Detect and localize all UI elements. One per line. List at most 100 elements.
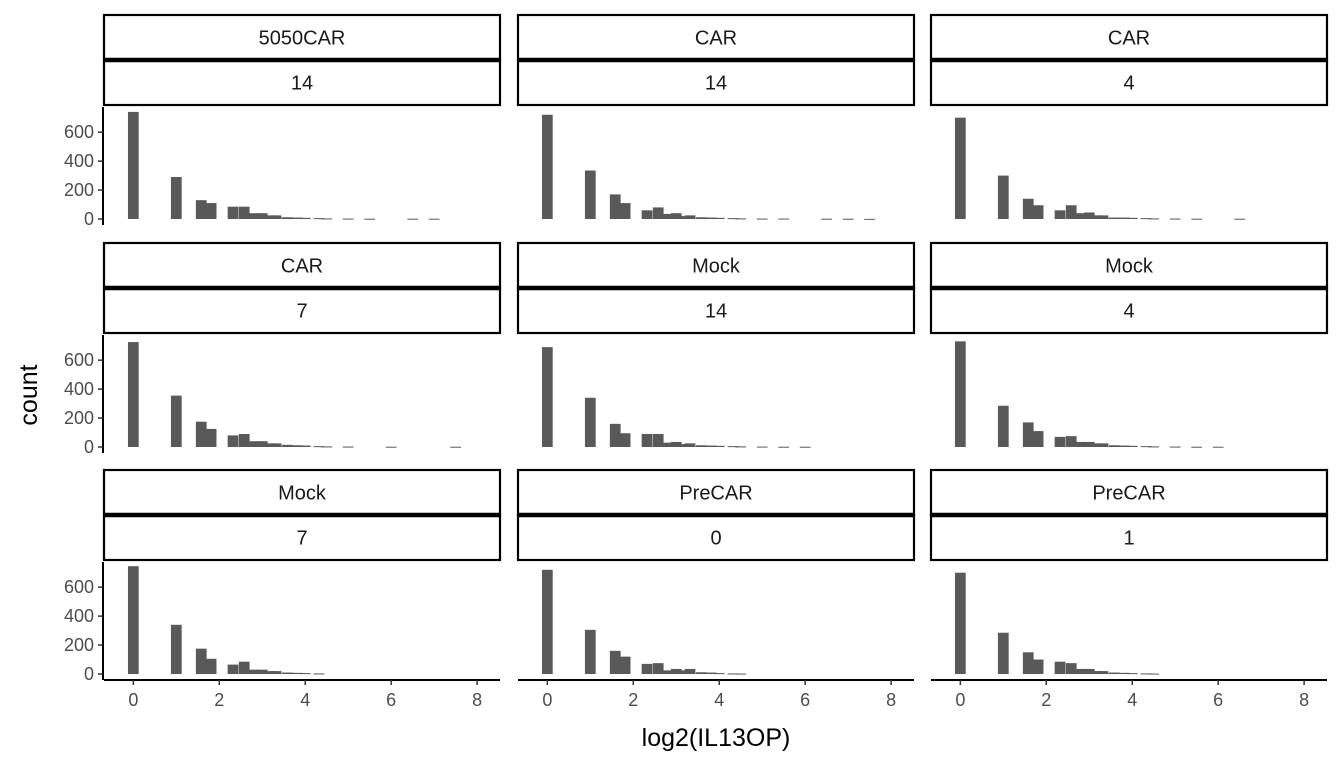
histogram-bar [1065, 436, 1077, 447]
facet-strip-day [516, 286, 916, 335]
histogram-bar [1065, 205, 1077, 219]
histogram-bar [1091, 443, 1102, 447]
histogram-bar [652, 207, 664, 219]
histogram-bar [641, 663, 653, 674]
histogram-bar [954, 341, 966, 447]
histogram-bar [662, 213, 674, 219]
histogram-bar [313, 673, 325, 675]
y-tick-label: 200 [64, 180, 94, 200]
histogram-bar [799, 446, 811, 448]
histogram-bar [1032, 205, 1044, 219]
histogram-bar [127, 566, 139, 674]
facet-strip-group-label: Mock [278, 483, 327, 505]
histogram-bar [1032, 659, 1044, 674]
histogram-bar [619, 656, 631, 674]
facet-strip-day-label: 0 [710, 528, 721, 550]
histogram-bar [195, 421, 207, 447]
histogram-bar [248, 669, 260, 674]
histogram-bar [299, 217, 311, 219]
histogram-bar [1148, 446, 1160, 448]
histogram-bar [619, 203, 631, 219]
facet-strip-group [102, 241, 502, 290]
histogram-bar [1126, 673, 1138, 675]
y-tick-label: 0 [84, 437, 94, 457]
histogram-bar [641, 433, 653, 447]
facet-strip-day-label: 4 [1123, 301, 1134, 323]
histogram-bar [256, 441, 268, 447]
histogram-bar [1118, 672, 1130, 674]
histogram-bar [678, 670, 689, 674]
histogram-bar [713, 445, 725, 447]
histogram-bar [264, 215, 275, 219]
histogram-bar [270, 443, 282, 447]
y-tick-label: 400 [64, 151, 94, 171]
histogram-bar [205, 428, 217, 447]
histogram-bar [321, 218, 333, 220]
x-tick-label: 2 [214, 690, 224, 710]
y-tick-label: 200 [64, 408, 94, 428]
histogram-bar [652, 663, 664, 674]
histogram-bar [678, 444, 689, 447]
facet-strip-group [929, 13, 1329, 62]
facet-strip-group-label: CAR [695, 28, 737, 50]
x-tick-label: 6 [800, 690, 810, 710]
histogram-bar [1054, 436, 1066, 447]
histogram-bar [1108, 672, 1120, 674]
facet-panel: CAR 4 [929, 13, 1329, 220]
facet-strip-group [516, 468, 916, 517]
y-tick-label: 600 [64, 350, 94, 370]
histogram-bar [1108, 217, 1120, 219]
histogram-bar [670, 441, 682, 447]
facet-strip-day-label: 4 [1123, 73, 1134, 95]
histogram-bar [1148, 218, 1160, 220]
x-tick-label: 4 [714, 690, 724, 710]
facet-strip-group [102, 468, 502, 517]
histogram-bar [248, 441, 260, 447]
histogram-bar [541, 114, 553, 219]
histogram-bar [1075, 668, 1087, 674]
facet-panels: 5050CAR140200400600CAR14CAR4CAR702004006… [64, 13, 1329, 710]
facet-strip-day-label: 7 [296, 528, 307, 550]
histogram-bar [238, 433, 250, 447]
histogram-bar [1169, 218, 1181, 220]
histogram-bar [1083, 212, 1095, 219]
histogram-bar [705, 445, 717, 447]
histogram-bar [684, 443, 696, 447]
histogram-bar [1126, 217, 1138, 219]
histogram-bar [842, 218, 854, 220]
x-tick-label: 4 [1127, 690, 1137, 710]
facet-panel: Mock 4 [929, 241, 1329, 448]
histogram-bar [670, 668, 682, 674]
facet-strip-group-label: 5050CAR [259, 28, 346, 50]
histogram-bar [678, 216, 689, 219]
histogram-bar [609, 194, 621, 219]
facet-strip-day [102, 286, 502, 335]
histogram-bar [227, 435, 239, 447]
histogram-bar [264, 443, 275, 447]
histogram-bar [1140, 446, 1152, 448]
histogram-bar [205, 658, 217, 674]
histogram-bar [1191, 218, 1203, 220]
x-tick-label: 6 [1213, 690, 1223, 710]
histogram-bar [756, 446, 768, 448]
histogram-bar [281, 444, 293, 447]
histogram-bar [313, 446, 325, 448]
histogram-bar [735, 673, 747, 675]
histogram-bar [264, 671, 275, 674]
histogram-bar [1108, 445, 1120, 447]
y-tick-label: 400 [64, 606, 94, 626]
histogram-bar [584, 170, 596, 219]
histogram-bar [291, 672, 303, 674]
histogram-bar [364, 218, 376, 220]
facet-strip-day-label: 14 [705, 73, 727, 95]
facet-strip-day [102, 58, 502, 107]
histogram-bar [195, 200, 207, 219]
facet-strip-group [516, 13, 916, 62]
histogram-bar [954, 572, 966, 674]
histogram-bar [281, 672, 293, 674]
histogram-bar [1054, 661, 1066, 674]
histogram-bar [584, 397, 596, 447]
histogram-bar [864, 218, 875, 220]
histogram-bar [756, 218, 768, 220]
histogram-bar [256, 213, 268, 219]
